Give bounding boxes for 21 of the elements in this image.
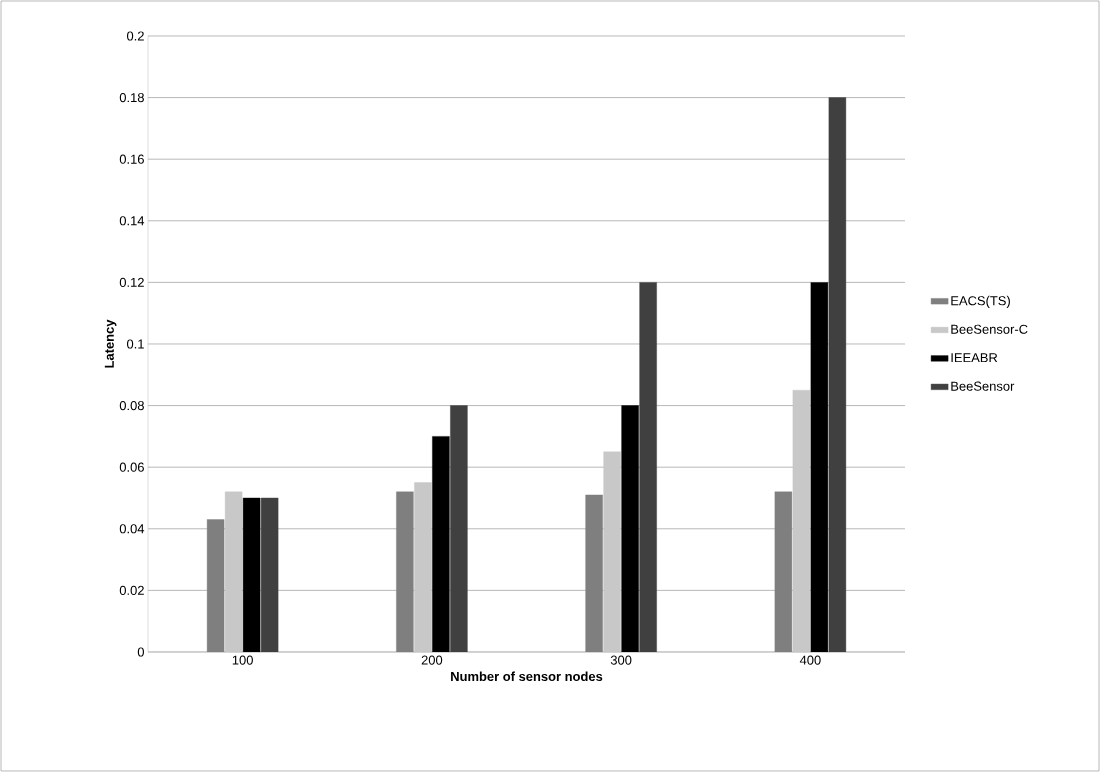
x-tick-label: 400 xyxy=(799,655,821,665)
y-tick-label: 0 xyxy=(137,647,144,657)
y-axis-title: Latency xyxy=(104,319,117,368)
y-tick-label: 0.04 xyxy=(119,524,145,534)
y-tick-label: 0.18 xyxy=(119,93,144,103)
x-tick-label: 300 xyxy=(610,655,632,665)
legend-label: BeeSensor-C xyxy=(951,324,1028,334)
x-tick-label: 100 xyxy=(232,655,253,665)
legend-label: IEEABR xyxy=(951,353,998,363)
legend-label: EACS(TS) xyxy=(951,295,1010,308)
y-tick-label: 0.2 xyxy=(126,31,144,41)
y-tick-label: 0.1 xyxy=(126,339,144,349)
y-tick-label: 0.06 xyxy=(119,462,144,472)
legend-label: BeeSensor xyxy=(951,381,1015,391)
y-tick-label: 0.12 xyxy=(119,277,144,287)
y-tick-label: 0.16 xyxy=(119,154,144,164)
x-axis-title: Number of sensor nodes xyxy=(451,671,603,682)
y-tick-label: 0.14 xyxy=(119,216,145,226)
x-tick-label: 200 xyxy=(421,655,443,665)
y-tick-label: 0.08 xyxy=(119,401,144,411)
y-tick-label: 0.02 xyxy=(119,585,144,595)
